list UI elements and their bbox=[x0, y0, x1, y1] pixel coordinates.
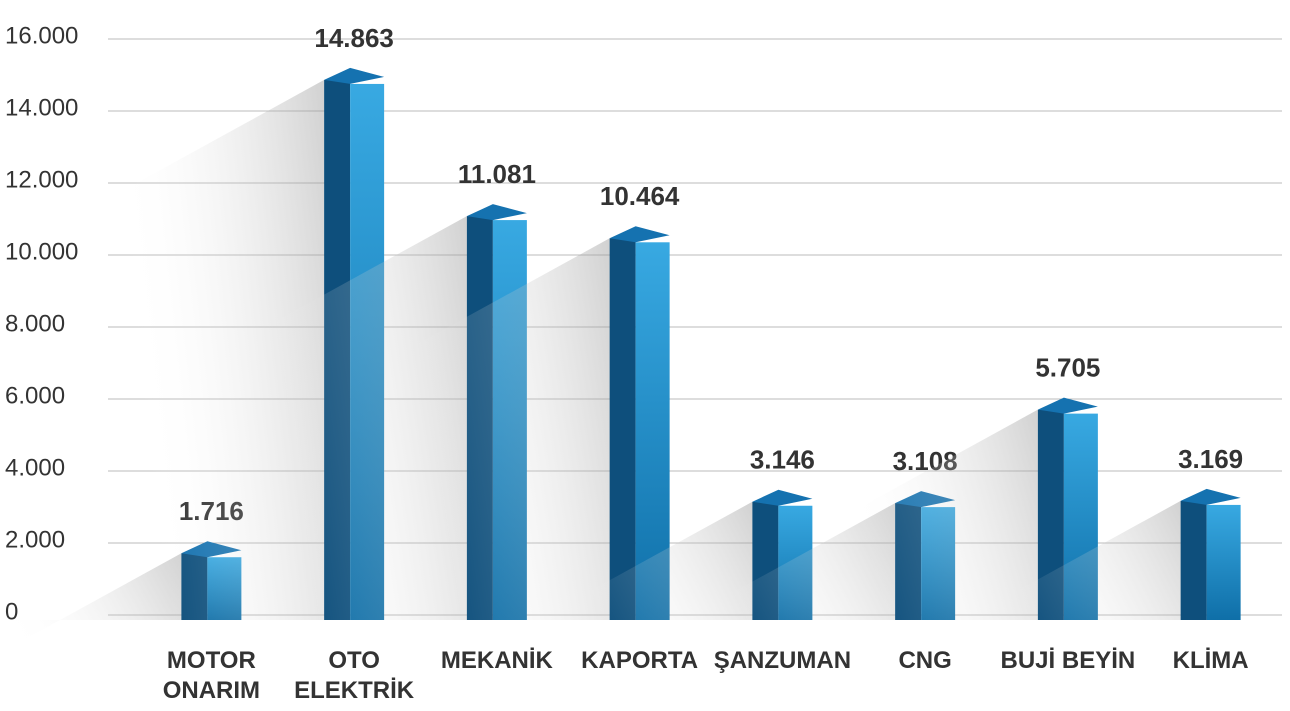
bar-top bbox=[609, 226, 670, 243]
value-label: 11.081 bbox=[458, 159, 536, 189]
y-tick-label: 12.000 bbox=[5, 166, 78, 193]
bar bbox=[609, 238, 636, 620]
bar-shadow bbox=[552, 501, 753, 620]
y-tick-label: 14.000 bbox=[5, 94, 78, 121]
value-label: 5.705 bbox=[1035, 352, 1100, 382]
x-tick-label: KAPORTA bbox=[581, 647, 699, 674]
value-label: 3.169 bbox=[1178, 444, 1243, 474]
y-tick-label: 0 bbox=[5, 598, 18, 625]
y-tick-label: 10.000 bbox=[5, 238, 78, 265]
x-tick-label: BUJİ BEYİN bbox=[1000, 647, 1136, 674]
x-tick-label: OTO ELEKTRİK bbox=[294, 647, 415, 704]
y-tick-label: 2.000 bbox=[5, 526, 65, 553]
bar-top bbox=[324, 67, 385, 84]
bar-face bbox=[1206, 504, 1241, 620]
bar-shadow bbox=[980, 500, 1181, 620]
x-tick-label: CNG bbox=[898, 647, 952, 674]
x-tick-label: MEKANİK bbox=[440, 647, 553, 674]
bar-top bbox=[466, 204, 527, 221]
x-tick-label: KLİMA bbox=[1172, 647, 1249, 674]
x-tick-label: MOTOR ONARIM bbox=[162, 647, 261, 704]
bar-top bbox=[1180, 488, 1241, 505]
bar-shadow bbox=[409, 238, 610, 620]
x-tick-label: ŞANZUMAN bbox=[713, 647, 852, 674]
y-tick-label: 4.000 bbox=[5, 454, 65, 481]
value-label: 14.863 bbox=[314, 23, 394, 53]
bar-top bbox=[752, 489, 813, 506]
value-label: 10.464 bbox=[600, 181, 680, 211]
y-tick-label: 8.000 bbox=[5, 310, 65, 337]
y-tick-label: 16.000 bbox=[5, 22, 78, 49]
bar-top bbox=[1037, 397, 1098, 414]
bar-shadow bbox=[837, 409, 1038, 620]
value-label: 3.146 bbox=[750, 445, 815, 475]
bar bbox=[1180, 500, 1207, 620]
y-tick-label: 6.000 bbox=[5, 382, 65, 409]
